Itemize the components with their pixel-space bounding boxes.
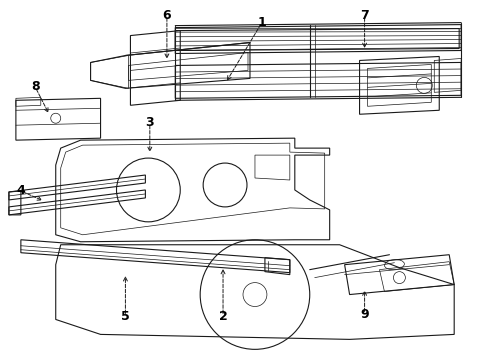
Text: 7: 7 [360,9,369,22]
Text: 5: 5 [121,310,130,323]
Text: 8: 8 [31,80,39,93]
Text: 6: 6 [163,9,171,22]
Text: 1: 1 [258,16,267,29]
Text: 2: 2 [219,310,227,323]
Text: 3: 3 [146,116,154,129]
Text: 9: 9 [360,308,369,321]
Text: 4: 4 [16,184,25,197]
